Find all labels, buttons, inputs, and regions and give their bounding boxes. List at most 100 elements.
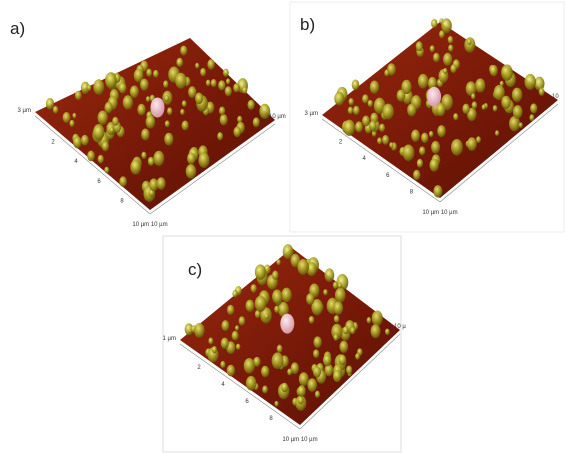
- panel-label: b): [300, 15, 315, 34]
- surface-peak: [518, 122, 523, 128]
- surface-peak: [272, 270, 279, 280]
- surface-peak: [348, 97, 354, 106]
- surface-peak: [443, 52, 453, 66]
- surface-peak: [233, 83, 240, 93]
- surface-peak: [119, 176, 127, 187]
- surface-peak: [342, 326, 349, 335]
- bottom-label: 10 µm 10 µm: [282, 437, 317, 443]
- surface-peak: [450, 64, 457, 74]
- surface-peak: [72, 112, 77, 119]
- surface-peak: [220, 337, 229, 349]
- surface-peak: [235, 343, 241, 350]
- surface-peak: [333, 333, 339, 341]
- surface-peak: [252, 117, 260, 128]
- surface-peak: [175, 72, 187, 89]
- tick-label: 8: [410, 189, 414, 195]
- surface-peak: [156, 177, 166, 190]
- surface-peak: [431, 18, 438, 29]
- surface-peak: [419, 146, 426, 156]
- surface-peak: [250, 284, 257, 293]
- tick-label: 2: [51, 140, 55, 146]
- surface-peak: [130, 159, 142, 175]
- surface-peak: [194, 92, 204, 105]
- surface-peak: [112, 116, 119, 126]
- surface-peak: [181, 100, 187, 107]
- z-axis-label: 3 µm: [305, 111, 318, 117]
- surface-peak: [529, 114, 535, 122]
- tick-label: 4: [74, 159, 78, 165]
- surface-peak: [254, 264, 266, 280]
- surface-peak: [243, 358, 255, 374]
- surface-peak: [338, 354, 347, 366]
- surface-peak: [429, 158, 439, 172]
- axis-line: [179, 343, 301, 430]
- surface-peak: [384, 69, 390, 77]
- surface-peak: [164, 132, 174, 146]
- surface-peak: [97, 110, 108, 125]
- surface-peak: [512, 105, 523, 119]
- surface-peak: [287, 368, 293, 376]
- surface-peak: [290, 362, 299, 375]
- corner-label: 10 µm: [269, 114, 286, 120]
- surface-peak: [511, 87, 523, 103]
- surface-peak: [282, 244, 294, 260]
- surface-peak: [534, 76, 545, 91]
- surface-peak: [467, 107, 477, 122]
- surface-peak: [313, 336, 322, 349]
- surface-peak: [210, 78, 217, 88]
- surface-peak: [245, 299, 255, 312]
- surface-peak: [280, 313, 295, 334]
- surface-peak: [467, 137, 477, 151]
- surface-peak: [429, 45, 435, 53]
- surface-peak: [337, 282, 342, 289]
- surface-peak: [164, 95, 170, 102]
- surface-peak: [538, 87, 545, 96]
- surface-peak: [530, 103, 538, 114]
- surface-peak: [436, 103, 446, 117]
- surface-peak: [253, 356, 261, 367]
- surface-peak: [200, 67, 207, 77]
- surface-peak: [137, 103, 146, 116]
- surface-peak: [254, 310, 261, 319]
- surface-peak: [133, 68, 144, 83]
- surface-peak: [332, 370, 342, 383]
- surface-peak: [207, 59, 215, 70]
- surface-peak: [407, 103, 417, 117]
- surface-peak: [276, 344, 283, 353]
- surface-peak: [439, 30, 445, 39]
- surface-peak: [211, 345, 218, 354]
- surface-peak: [277, 301, 289, 318]
- surface-peak: [150, 97, 165, 118]
- surface-peak: [166, 107, 173, 115]
- surface-peak: [226, 364, 236, 377]
- surface-peak: [339, 340, 349, 353]
- surface-peak: [220, 360, 226, 369]
- surface-peak: [237, 115, 243, 123]
- surface-peak: [371, 310, 383, 327]
- surface-peak: [350, 327, 356, 335]
- surface-peak: [347, 106, 354, 115]
- surface-peak: [247, 99, 255, 110]
- surface-peak: [105, 72, 117, 89]
- surface-peak: [323, 289, 328, 296]
- bottom-label: 10 µm 10 µm: [422, 210, 457, 216]
- surface-peak: [481, 104, 486, 111]
- surface-peak: [453, 113, 459, 121]
- surface-peak: [198, 152, 210, 168]
- surface-peak: [427, 76, 437, 90]
- surface-peak: [355, 121, 363, 133]
- surface-peak: [262, 385, 268, 394]
- surface-peak: [324, 363, 334, 377]
- surface-peak: [163, 80, 169, 88]
- tick-label: 4: [363, 156, 367, 162]
- surface-peak: [432, 52, 440, 63]
- surface-peak: [475, 78, 486, 93]
- surface-peak: [333, 315, 340, 323]
- surface-peak: [489, 64, 498, 77]
- surface-peak: [476, 136, 481, 144]
- surface-peak: [264, 313, 269, 320]
- surface-peak: [180, 45, 188, 56]
- surface-peak: [93, 124, 105, 140]
- surface-peak: [416, 158, 424, 168]
